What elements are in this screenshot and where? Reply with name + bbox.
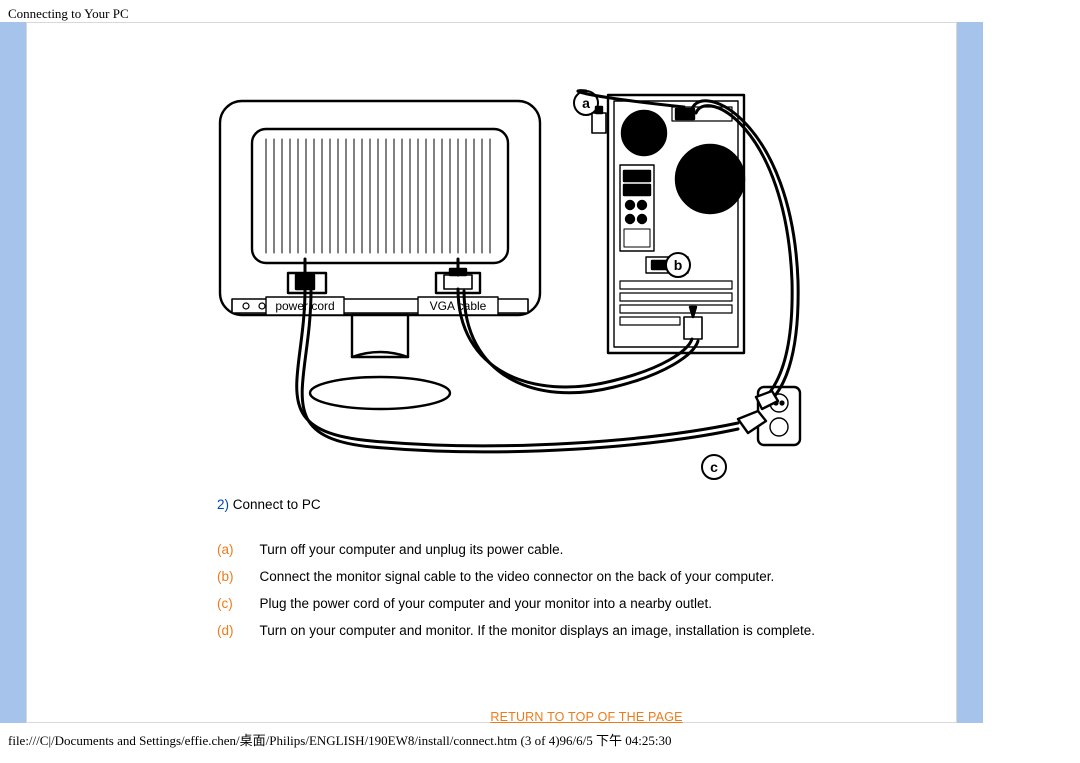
page-footer-path: file:///C|/Documents and Settings/effie.… (8, 730, 671, 749)
step-text: Connect the monitor signal cable to the … (260, 569, 842, 584)
step-text: Turn off your computer and unplug its po… (260, 542, 842, 557)
page-header-title: Connecting to Your PC (8, 6, 129, 22)
step-row: (d) Turn on your computer and monitor. I… (217, 623, 841, 638)
content-container: power cord VGA cable a b c 2) Connect to… (26, 22, 957, 723)
section-number: 2) (217, 497, 229, 512)
step-letter: (c) (217, 596, 260, 611)
section-heading: 2) Connect to PC (217, 497, 956, 512)
return-to-top-link[interactable]: RETURN TO TOP OF THE PAGE (217, 710, 956, 724)
right-accent-band (957, 22, 983, 723)
step-row: (b) Connect the monitor signal cable to … (217, 569, 841, 584)
step-letter: (b) (217, 569, 260, 584)
step-row: (a) Turn off your computer and unplug it… (217, 542, 841, 557)
left-accent-band (0, 22, 26, 723)
diagram-label-power: power cord (275, 299, 334, 313)
step-letter: (a) (217, 542, 260, 557)
step-list: (a) Turn off your computer and unplug it… (217, 530, 841, 650)
diagram-marker-c: c (710, 459, 718, 475)
step-text: Plug the power cord of your computer and… (260, 596, 842, 611)
diagram-svg: power cord VGA cable a b c (172, 41, 812, 481)
section-title: Connect to PC (233, 497, 321, 512)
connection-diagram: power cord VGA cable a b c (27, 41, 956, 491)
step-row: (c) Plug the power cord of your computer… (217, 596, 841, 611)
diagram-marker-b: b (673, 257, 682, 273)
step-letter: (d) (217, 623, 260, 638)
diagram-label-vga: VGA cable (429, 299, 486, 313)
diagram-marker-a: a (582, 95, 590, 111)
step-text: Turn on your computer and monitor. If th… (260, 623, 842, 638)
instructions-block: 2) Connect to PC (a) Turn off your compu… (217, 497, 956, 724)
